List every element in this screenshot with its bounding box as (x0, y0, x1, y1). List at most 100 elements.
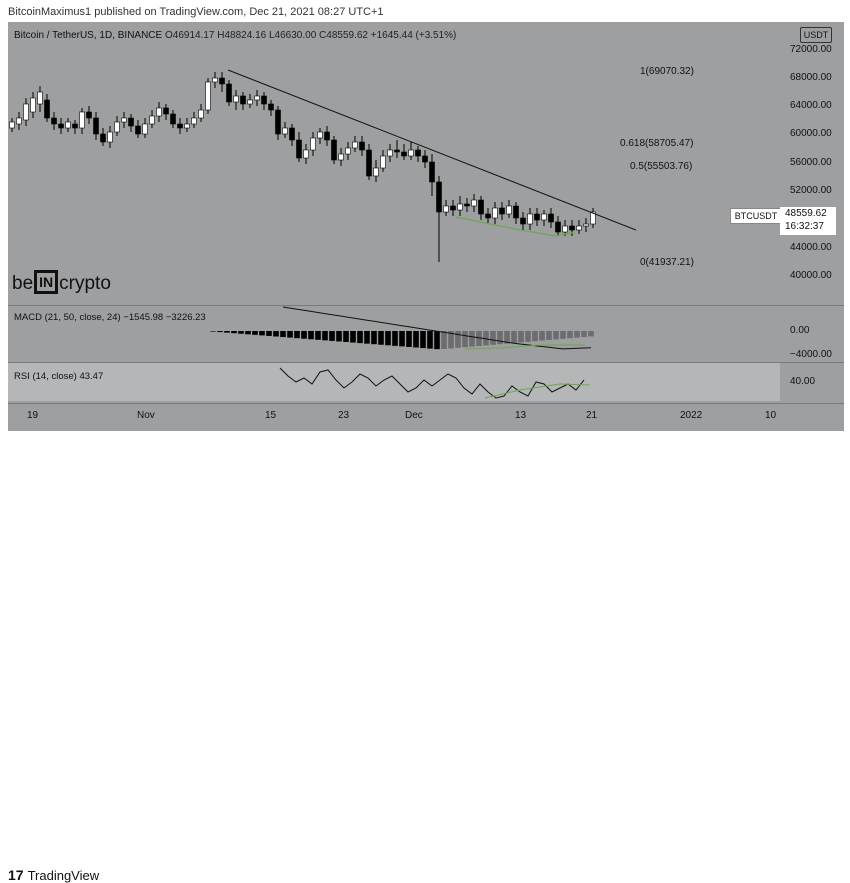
macd-bar (420, 331, 426, 349)
rsi-value: 43.47 (79, 371, 104, 382)
macd-bar (490, 331, 496, 345)
ohlc-close: C48559.62 (319, 30, 368, 41)
macd-bar (280, 331, 286, 338)
time-tick: 15 (265, 410, 277, 421)
rsi-axis-tick: 40.00 (790, 376, 816, 387)
macd-bar (259, 331, 265, 336)
candle-body (331, 139, 337, 161)
currency-badge[interactable]: USDT (800, 27, 832, 43)
macd-bar (308, 331, 314, 340)
macd-value-1: −1545.98 (123, 312, 164, 323)
macd-bar (385, 331, 391, 346)
candle-body (534, 213, 540, 221)
candle-body (261, 95, 267, 105)
candle-body (317, 131, 323, 139)
candle-body (296, 139, 302, 159)
candle-body (499, 207, 505, 215)
symbol-label[interactable]: Bitcoin / TetherUS, 1D, BINANCE (14, 30, 163, 41)
candle-body (380, 155, 386, 169)
candle-body (163, 107, 169, 115)
price-tick: 60000.00 (790, 128, 832, 139)
time-tick: 2022 (680, 410, 703, 421)
candle-body (65, 121, 71, 129)
time-axis[interactable] (8, 403, 844, 431)
time-tick: 19 (27, 410, 39, 421)
candle-body (436, 181, 442, 213)
rsi-title[interactable]: RSI (14, close) (14, 371, 77, 382)
candle-body (93, 117, 99, 135)
macd-title[interactable]: MACD (21, 50, close, 24) (14, 312, 121, 323)
candle-body (401, 151, 407, 157)
macd-bar (287, 331, 293, 338)
candle-body (135, 125, 141, 135)
macd-divergence-line (464, 344, 585, 350)
tradingview-brand: TradingView (27, 868, 100, 883)
pane-divider[interactable] (8, 362, 844, 363)
candle-body (107, 131, 113, 143)
macd-bar (539, 331, 545, 341)
publish-header: BitcoinMaximus1 published on TradingView… (0, 0, 850, 22)
candle-body (275, 109, 281, 135)
macd-bar (399, 331, 405, 347)
candle-body (51, 117, 57, 125)
candle-body (590, 211, 596, 225)
fib-level-0: 0(41937.21) (640, 257, 694, 268)
candle-body (142, 123, 148, 135)
candle-body (282, 127, 288, 135)
candle-body (562, 225, 568, 233)
macd-bar (315, 331, 321, 340)
rsi-label: RSI (14, close) 43.47 (14, 371, 103, 382)
tradingview-logo[interactable]: 17 TradingView (8, 867, 99, 883)
macd-bar (266, 331, 272, 336)
time-tick: 21 (586, 410, 598, 421)
candle-body (415, 149, 421, 157)
time-tick: 10 (765, 410, 777, 421)
macd-bar (273, 331, 279, 337)
candle-body (303, 149, 309, 159)
candle-body (506, 205, 512, 215)
price-tick: 64000.00 (790, 100, 832, 111)
pane-divider[interactable] (8, 305, 844, 306)
macd-bar (371, 331, 377, 345)
macd-bar (329, 331, 335, 341)
candle-body (100, 133, 106, 143)
logo-text-right: crypto (59, 273, 111, 294)
candle-body (387, 149, 393, 157)
price-tick: 40000.00 (790, 270, 832, 281)
macd-bar (357, 331, 363, 344)
candle-body (366, 149, 372, 177)
candlestick-series (9, 72, 596, 262)
macd-bar (392, 331, 398, 346)
candle-body (86, 111, 92, 119)
macd-bar (567, 331, 573, 339)
candle-body (44, 99, 50, 119)
candle-body (184, 123, 190, 129)
macd-bar (455, 331, 461, 348)
candle-body (177, 123, 183, 129)
footer: 17 TradingView (0, 431, 850, 883)
macd-bar (511, 331, 517, 343)
pane-divider (8, 403, 844, 404)
macd-bar (560, 331, 566, 339)
ohlc-open: O46914.17 (164, 30, 215, 41)
chart-legend: Bitcoin / TetherUS, 1D, BINANCE O46914.1… (14, 30, 456, 41)
price-tick: 72000.00 (790, 44, 832, 55)
macd-bar (350, 331, 356, 343)
macd-bar (525, 331, 531, 342)
candle-body (198, 109, 204, 119)
fib-level-05: 0.5(55503.76) (630, 161, 693, 172)
logo-text-left: be (12, 273, 34, 294)
candle-body (324, 131, 330, 141)
candle-body (422, 155, 428, 163)
candle-body (492, 207, 498, 219)
macd-bar (441, 331, 447, 349)
candle-body (408, 149, 414, 157)
macd-bar (224, 331, 230, 333)
candle-body (373, 167, 379, 177)
rsi-line (279, 367, 585, 399)
candle-body (128, 117, 134, 127)
candle-body (226, 83, 232, 103)
candle-body (555, 221, 561, 233)
candle-body (471, 199, 477, 207)
time-tick: Dec (405, 410, 423, 421)
